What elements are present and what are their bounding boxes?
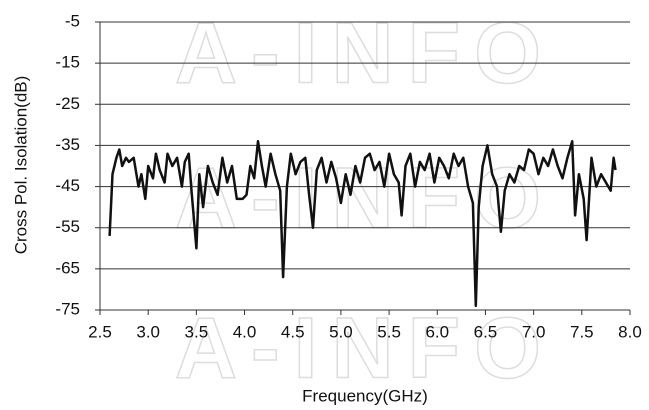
x-tick-label: 4.5 — [281, 322, 305, 341]
x-tick-label: 7.0 — [522, 322, 546, 341]
x-tick-label: 3.0 — [136, 322, 160, 341]
x-tick-label: 6.5 — [474, 322, 498, 341]
x-tick-label: 5.0 — [329, 322, 353, 341]
x-tick-label: 5.5 — [377, 322, 401, 341]
y-tick-label: -5 — [65, 11, 80, 30]
x-tick-label: 2.5 — [88, 322, 112, 341]
watermark: A-INFO — [175, 301, 555, 397]
x-tick-label: 6.0 — [425, 322, 449, 341]
y-tick-label: -45 — [55, 176, 80, 195]
x-tick-label: 7.5 — [570, 322, 594, 341]
y-tick-label: -35 — [55, 135, 80, 154]
y-tick-label: -25 — [55, 94, 80, 113]
y-tick-label: -55 — [55, 217, 80, 236]
y-axis-title: Cross Pol. Isolation(dB) — [11, 76, 30, 255]
x-tick-label: 4.0 — [233, 322, 257, 341]
x-tick-label: 8.0 — [618, 322, 642, 341]
y-tick-label: -65 — [55, 258, 80, 277]
y-tick-label: -75 — [55, 299, 80, 318]
x-tick-label: 3.5 — [185, 322, 209, 341]
x-axis-title: Frequency(GHz) — [302, 386, 428, 405]
data-line — [108, 140, 617, 308]
watermark: A-INFO — [175, 6, 555, 102]
y-tick-label: -15 — [55, 53, 80, 72]
